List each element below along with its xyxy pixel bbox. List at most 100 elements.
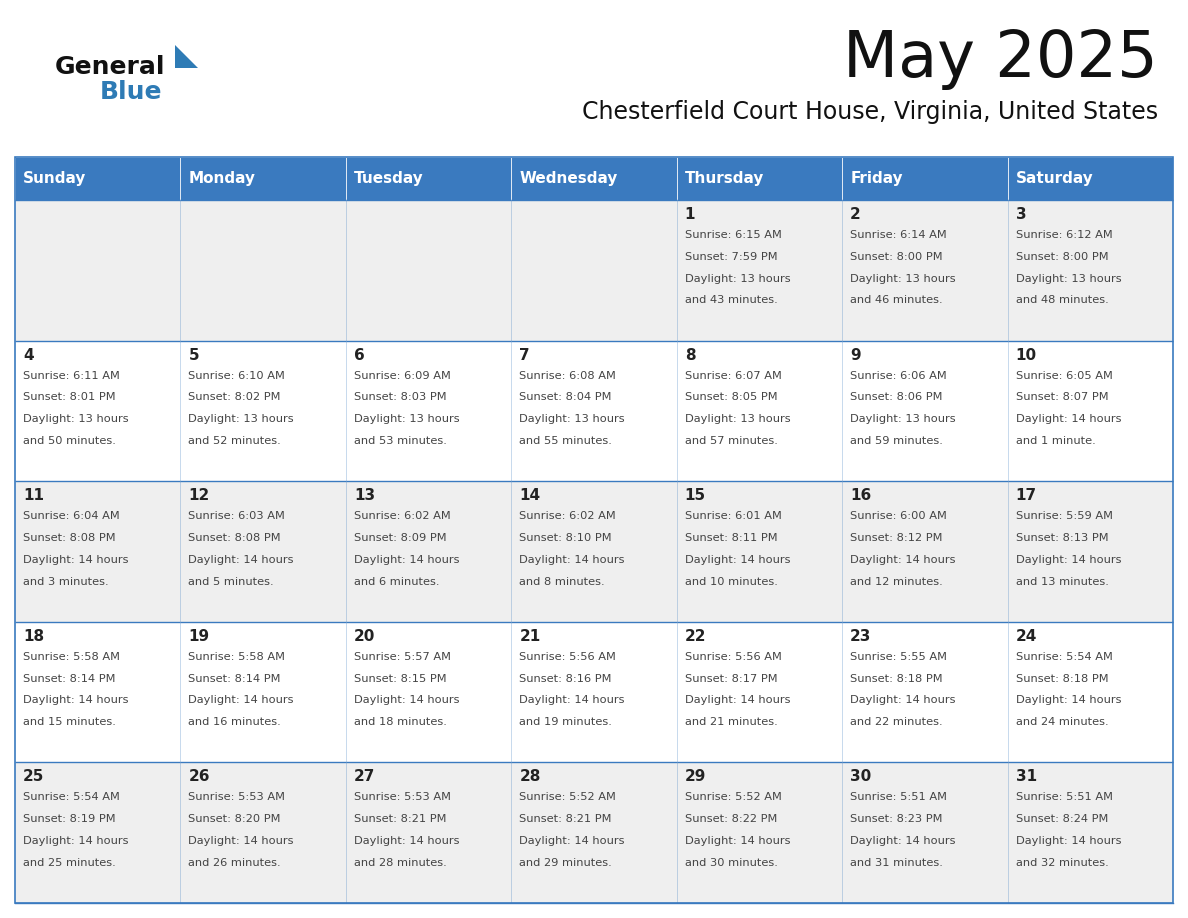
Text: and 30 minutes.: and 30 minutes. <box>684 857 778 868</box>
Text: Sunrise: 6:01 AM: Sunrise: 6:01 AM <box>684 511 782 521</box>
Text: Daylight: 13 hours: Daylight: 13 hours <box>354 414 460 424</box>
Text: and 19 minutes.: and 19 minutes. <box>519 717 612 727</box>
Text: and 32 minutes.: and 32 minutes. <box>1016 857 1108 868</box>
Text: May 2025: May 2025 <box>843 28 1158 90</box>
Text: and 46 minutes.: and 46 minutes. <box>851 296 943 306</box>
Text: Sunrise: 5:52 AM: Sunrise: 5:52 AM <box>684 792 782 802</box>
Text: Sunset: 8:19 PM: Sunset: 8:19 PM <box>23 814 115 824</box>
Text: 8: 8 <box>684 348 695 363</box>
Text: Sunset: 8:18 PM: Sunset: 8:18 PM <box>1016 674 1108 684</box>
Text: Sunrise: 5:55 AM: Sunrise: 5:55 AM <box>851 652 947 662</box>
Bar <box>677 621 842 763</box>
Text: Sunrise: 5:58 AM: Sunrise: 5:58 AM <box>23 652 120 662</box>
Bar <box>1007 621 1173 763</box>
Text: and 52 minutes.: and 52 minutes. <box>189 436 282 446</box>
Text: 5: 5 <box>189 348 200 363</box>
Text: Sunrise: 5:52 AM: Sunrise: 5:52 AM <box>519 792 617 802</box>
Text: Sunset: 7:59 PM: Sunset: 7:59 PM <box>684 252 777 262</box>
Text: Sunrise: 5:53 AM: Sunrise: 5:53 AM <box>354 792 451 802</box>
Text: 26: 26 <box>189 769 210 784</box>
Text: Sunrise: 6:06 AM: Sunrise: 6:06 AM <box>851 371 947 381</box>
Bar <box>15 763 181 903</box>
Text: Sunset: 8:08 PM: Sunset: 8:08 PM <box>23 533 115 543</box>
Text: and 24 minutes.: and 24 minutes. <box>1016 717 1108 727</box>
Bar <box>181 481 346 621</box>
Text: 19: 19 <box>189 629 209 644</box>
Bar <box>677 481 842 621</box>
Text: Daylight: 14 hours: Daylight: 14 hours <box>1016 696 1121 705</box>
Text: Sunday: Sunday <box>23 171 87 186</box>
Text: and 59 minutes.: and 59 minutes. <box>851 436 943 446</box>
Text: 21: 21 <box>519 629 541 644</box>
Text: Daylight: 13 hours: Daylight: 13 hours <box>851 274 956 284</box>
Text: 25: 25 <box>23 769 44 784</box>
Text: Sunrise: 5:58 AM: Sunrise: 5:58 AM <box>189 652 285 662</box>
Bar <box>346 621 511 763</box>
Text: Sunrise: 5:59 AM: Sunrise: 5:59 AM <box>1016 511 1113 521</box>
Text: Sunset: 8:11 PM: Sunset: 8:11 PM <box>684 533 777 543</box>
Bar <box>511 481 677 621</box>
Polygon shape <box>175 45 198 68</box>
Bar <box>677 200 842 341</box>
Text: Daylight: 13 hours: Daylight: 13 hours <box>189 414 295 424</box>
Text: Sunset: 8:15 PM: Sunset: 8:15 PM <box>354 674 447 684</box>
Text: Daylight: 14 hours: Daylight: 14 hours <box>23 554 128 565</box>
Text: Daylight: 14 hours: Daylight: 14 hours <box>519 696 625 705</box>
Text: Daylight: 14 hours: Daylight: 14 hours <box>519 554 625 565</box>
Text: and 53 minutes.: and 53 minutes. <box>354 436 447 446</box>
Text: Daylight: 14 hours: Daylight: 14 hours <box>354 554 460 565</box>
Text: 16: 16 <box>851 488 871 503</box>
Text: Daylight: 14 hours: Daylight: 14 hours <box>1016 836 1121 846</box>
Text: 7: 7 <box>519 348 530 363</box>
Text: 30: 30 <box>851 769 871 784</box>
Bar <box>842 481 1007 621</box>
Text: Sunset: 8:04 PM: Sunset: 8:04 PM <box>519 392 612 402</box>
Text: and 26 minutes.: and 26 minutes. <box>189 857 282 868</box>
Text: and 18 minutes.: and 18 minutes. <box>354 717 447 727</box>
Text: 27: 27 <box>354 769 375 784</box>
Text: and 57 minutes.: and 57 minutes. <box>684 436 778 446</box>
Bar <box>1007 763 1173 903</box>
Text: Monday: Monday <box>189 171 255 186</box>
Text: and 22 minutes.: and 22 minutes. <box>851 717 943 727</box>
Text: Sunrise: 6:10 AM: Sunrise: 6:10 AM <box>189 371 285 381</box>
Text: 29: 29 <box>684 769 706 784</box>
Text: Sunrise: 5:54 AM: Sunrise: 5:54 AM <box>23 792 120 802</box>
Text: Daylight: 13 hours: Daylight: 13 hours <box>684 414 790 424</box>
Bar <box>1007 200 1173 341</box>
Text: Sunrise: 6:04 AM: Sunrise: 6:04 AM <box>23 511 120 521</box>
Text: Daylight: 13 hours: Daylight: 13 hours <box>23 414 128 424</box>
Bar <box>511 157 677 200</box>
Bar <box>1007 481 1173 621</box>
Text: 17: 17 <box>1016 488 1037 503</box>
Text: Sunset: 8:18 PM: Sunset: 8:18 PM <box>851 674 943 684</box>
Text: Daylight: 13 hours: Daylight: 13 hours <box>851 414 956 424</box>
Bar <box>511 200 677 341</box>
Bar <box>181 341 346 481</box>
Text: and 28 minutes.: and 28 minutes. <box>354 857 447 868</box>
Text: and 3 minutes.: and 3 minutes. <box>23 577 108 587</box>
Text: Sunset: 8:21 PM: Sunset: 8:21 PM <box>354 814 447 824</box>
Text: Sunrise: 6:14 AM: Sunrise: 6:14 AM <box>851 230 947 240</box>
Bar <box>15 621 181 763</box>
Text: and 25 minutes.: and 25 minutes. <box>23 857 115 868</box>
Text: Daylight: 13 hours: Daylight: 13 hours <box>1016 274 1121 284</box>
Text: Daylight: 14 hours: Daylight: 14 hours <box>23 836 128 846</box>
Text: Sunrise: 5:57 AM: Sunrise: 5:57 AM <box>354 652 451 662</box>
Text: and 55 minutes.: and 55 minutes. <box>519 436 612 446</box>
Text: Sunrise: 5:53 AM: Sunrise: 5:53 AM <box>189 792 285 802</box>
Bar <box>677 341 842 481</box>
Bar <box>346 200 511 341</box>
Text: Daylight: 14 hours: Daylight: 14 hours <box>684 554 790 565</box>
Bar <box>15 200 181 341</box>
Text: Friday: Friday <box>851 171 903 186</box>
Bar <box>15 157 1173 903</box>
Text: Chesterfield Court House, Virginia, United States: Chesterfield Court House, Virginia, Unit… <box>582 100 1158 124</box>
Text: and 15 minutes.: and 15 minutes. <box>23 717 116 727</box>
Text: Sunrise: 5:51 AM: Sunrise: 5:51 AM <box>1016 792 1113 802</box>
Text: 3: 3 <box>1016 207 1026 222</box>
Bar <box>842 200 1007 341</box>
Text: Sunrise: 6:05 AM: Sunrise: 6:05 AM <box>1016 371 1112 381</box>
Bar <box>346 481 511 621</box>
Text: and 8 minutes.: and 8 minutes. <box>519 577 605 587</box>
